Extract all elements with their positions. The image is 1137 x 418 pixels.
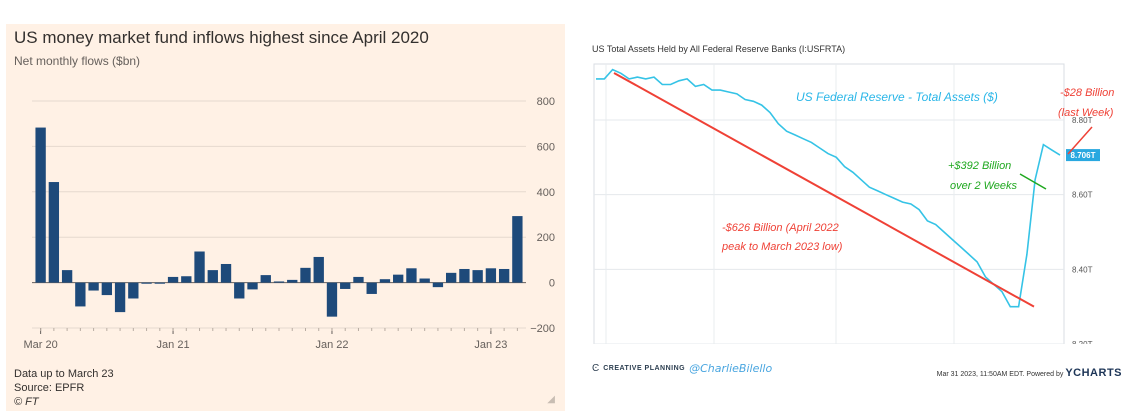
peak-to-low-annotation: -$626 Billion (April 2022 xyxy=(722,222,839,234)
creative-planning-logo-icon: Ͼ xyxy=(592,363,600,374)
bar xyxy=(154,282,165,284)
x-tick-label: Mar 20 xyxy=(23,339,57,351)
ft-chart-title: US money market fund inflows highest sin… xyxy=(14,28,429,47)
ft-data-note: Data up to March 23 xyxy=(14,368,114,380)
bar xyxy=(35,127,46,283)
y-tick-label: 8.20T xyxy=(1072,340,1093,344)
y-tick-label: 0 xyxy=(549,278,555,290)
bar xyxy=(207,270,218,283)
bar xyxy=(498,268,510,283)
bar xyxy=(88,282,99,291)
series-annotation: US Federal Reserve - Total Assets ($) xyxy=(796,90,998,104)
bar xyxy=(393,274,404,283)
bar xyxy=(181,276,192,283)
y-tick-label: 8.40T xyxy=(1072,265,1093,274)
bar xyxy=(260,275,271,283)
y-tick-label: 400 xyxy=(537,187,555,199)
bar xyxy=(419,278,430,283)
ft-chart-subtitle: Net monthly flows ($bn) xyxy=(14,54,141,68)
bar xyxy=(101,282,113,296)
weekly-change-annotation-sub: (last Week) xyxy=(1058,107,1114,119)
fed-assets-series-line xyxy=(596,68,1061,308)
current-value-label: 8.706T xyxy=(1071,151,1096,160)
weekly-change-arrow xyxy=(1067,126,1093,155)
x-tick-label: Jan 21 xyxy=(157,339,190,351)
bar xyxy=(379,279,391,283)
ft-source: Source: EPFR xyxy=(14,382,85,394)
bar xyxy=(485,268,497,283)
bar xyxy=(353,276,364,283)
ft-credit: © FT xyxy=(14,396,39,408)
ycharts-title: US Total Assets Held by All Federal Rese… xyxy=(592,44,846,54)
two-week-annotation: +$392 Billion xyxy=(948,160,1011,172)
two-week-annotation-sub: over 2 Weeks xyxy=(950,180,1018,192)
bar xyxy=(512,216,523,283)
x-tick-label: Jan 22 xyxy=(315,339,348,351)
ycharts-footer: Mar 31 2023, 11:50AM EDT. Powered by YCH… xyxy=(937,367,1122,379)
author-handle: @CharlieBilello xyxy=(689,362,773,375)
bar xyxy=(75,282,86,307)
bar xyxy=(234,282,245,299)
bar xyxy=(48,182,60,283)
bar xyxy=(114,282,126,313)
current-value-badge xyxy=(1066,149,1100,162)
bar xyxy=(445,272,457,283)
y-tick-label: 8.60T xyxy=(1072,191,1093,200)
bar xyxy=(340,282,351,289)
bar xyxy=(287,279,298,283)
bar xyxy=(472,270,483,283)
bar xyxy=(220,263,232,283)
y-tick-label: 8.80T xyxy=(1072,116,1093,125)
ft-bar-chart: 800 600 400 200 0 −200 Mar 20 Jan 21 Jan 22 Jan 2… xyxy=(23,96,555,351)
y-tick-label: 600 xyxy=(537,141,555,153)
bar xyxy=(61,270,73,283)
ycharts-panel: US Total Assets Held by All Federal Rese… xyxy=(576,24,1132,411)
bar xyxy=(366,282,377,294)
bar xyxy=(326,282,338,317)
resize-handle-icon: ◢ xyxy=(547,394,555,405)
footer-brand: Ͼ CREATIVE PLANNING @CharlieBilello xyxy=(592,362,772,375)
bar xyxy=(141,282,152,284)
y-tick-label: 200 xyxy=(537,232,555,244)
bar xyxy=(167,276,179,283)
two-week-arrow xyxy=(1019,173,1047,190)
bar xyxy=(432,282,444,288)
bar xyxy=(300,267,311,283)
ft-chart-panel: US money market fund inflows highest sin… xyxy=(6,24,565,411)
bar xyxy=(313,256,324,283)
y-tick-label: −200 xyxy=(530,323,555,335)
ycharts-logo: YCHARTS xyxy=(1065,367,1122,379)
creative-planning-label: CREATIVE PLANNING xyxy=(603,365,686,372)
bar xyxy=(128,282,139,299)
footer-date: Mar 31 2023, 11:50AM EDT. Powered by xyxy=(936,371,1064,378)
trend-line xyxy=(613,72,1035,308)
bar xyxy=(247,282,258,290)
y-tick-label: 800 xyxy=(537,96,555,108)
bar xyxy=(273,281,285,283)
peak-to-low-annotation-sub: peak to March 2023 low) xyxy=(721,241,843,253)
weekly-change-annotation: -$28 Billion xyxy=(1060,87,1114,99)
x-tick-label: Jan 23 xyxy=(474,339,507,351)
bar xyxy=(194,251,205,283)
bar xyxy=(406,268,417,283)
plot-frame xyxy=(593,63,1065,344)
bar xyxy=(459,268,470,283)
